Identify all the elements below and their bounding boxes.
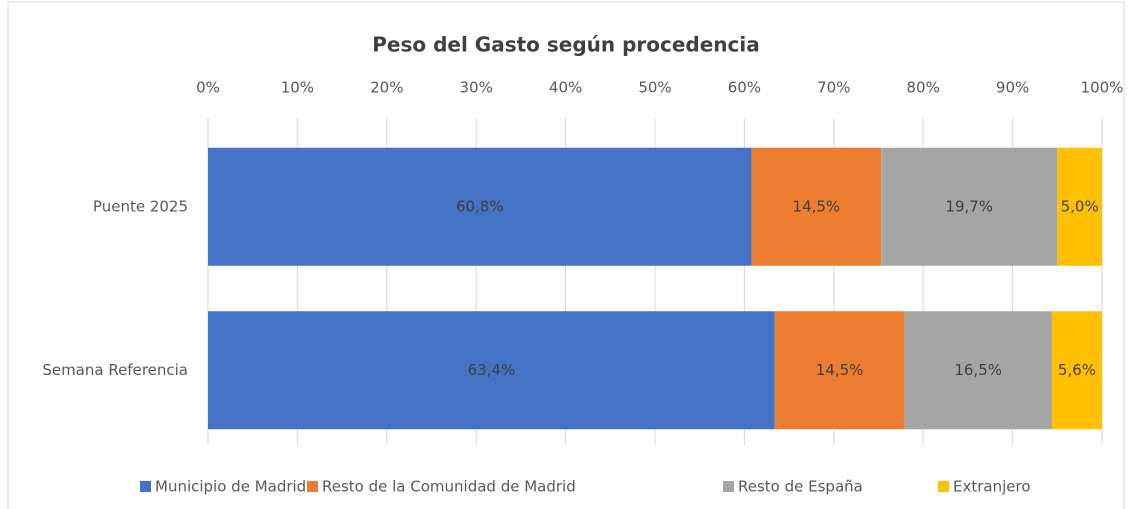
legend-label: Municipio de Madrid (155, 478, 306, 496)
bar-segment (208, 311, 775, 430)
chart-title: Peso del Gasto según procedencia (372, 33, 760, 57)
legend-swatch (140, 481, 151, 492)
bar-segment (904, 311, 1052, 430)
legend-swatch (723, 481, 734, 492)
bar-segment (751, 147, 882, 266)
x-tick-label: 70% (817, 79, 850, 97)
x-tick-label: 20% (370, 79, 403, 97)
y-tick-label: Puente 2025 (93, 197, 188, 215)
x-tick-label: 100% (1081, 79, 1124, 97)
legend-swatch (307, 481, 318, 492)
x-tick-label: 60% (728, 79, 761, 97)
legend-label: Resto de la Comunidad de Madrid (322, 478, 576, 496)
x-tick-label: 30% (460, 79, 493, 97)
data-label: 14,5% (793, 197, 841, 215)
bar-segment (208, 147, 752, 266)
data-label: 63,4% (468, 361, 516, 379)
data-label: 5,6% (1058, 361, 1096, 379)
bar-segment (774, 311, 905, 430)
data-label: 60,8% (456, 197, 504, 215)
bar-segment (881, 147, 1058, 266)
legend-swatch (938, 481, 949, 492)
data-label: 16,5% (954, 361, 1002, 379)
bar-segment (1057, 147, 1102, 266)
legend-label: Extranjero (953, 478, 1031, 496)
data-label: 19,7% (945, 197, 993, 215)
x-tick-label: 40% (549, 79, 582, 97)
x-tick-label: 90% (996, 79, 1029, 97)
x-tick-label: 80% (907, 79, 940, 97)
legend-label: Resto de España (738, 478, 863, 496)
x-tick-label: 0% (196, 79, 220, 97)
data-label: 14,5% (816, 361, 864, 379)
x-tick-label: 50% (638, 79, 671, 97)
x-tick-label: 10% (281, 79, 314, 97)
data-label: 5,0% (1061, 197, 1099, 215)
bar-segment (1051, 311, 1102, 430)
y-tick-label: Semana Referencia (42, 361, 188, 379)
